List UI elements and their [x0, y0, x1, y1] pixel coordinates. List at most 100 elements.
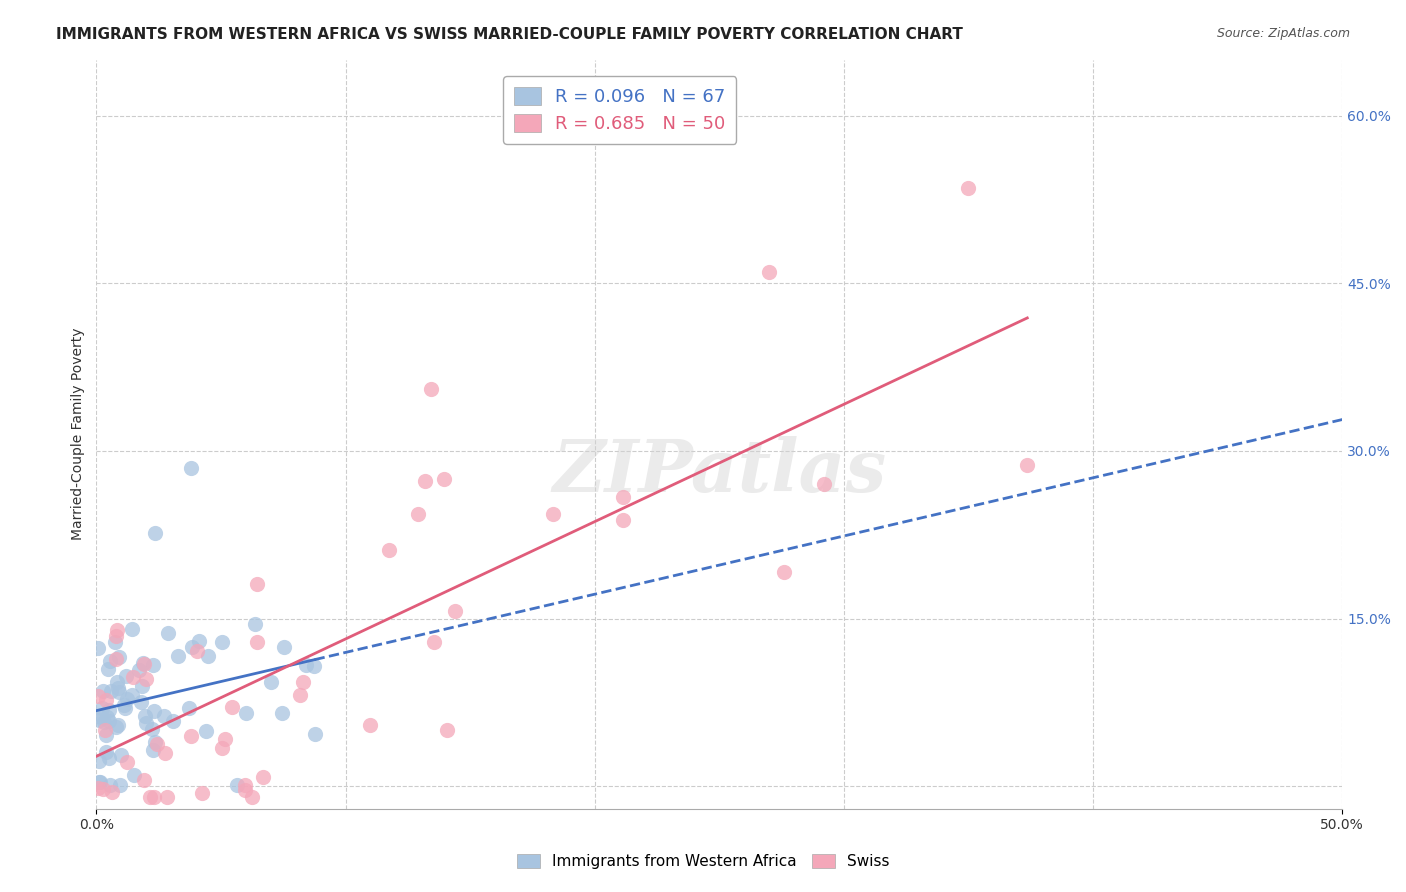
Legend: R = 0.096   N = 67, R = 0.685   N = 50: R = 0.096 N = 67, R = 0.685 N = 50 — [503, 76, 737, 144]
Point — [108, 685, 131, 699]
Point — [131, 679, 153, 693]
Point — [110, 747, 132, 762]
Point — [134, 709, 156, 723]
Point — [86, 689, 108, 703]
Text: ZIPatlas: ZIPatlas — [553, 436, 886, 507]
Point — [273, 640, 295, 655]
Point — [260, 675, 283, 690]
Point — [86, 781, 108, 796]
Point — [98, 714, 121, 728]
Point — [131, 696, 153, 710]
Point — [415, 474, 437, 488]
Point — [143, 790, 166, 805]
Point — [135, 715, 157, 730]
Point — [121, 689, 143, 703]
Point — [142, 742, 165, 756]
Legend: Immigrants from Western Africa, Swiss: Immigrants from Western Africa, Swiss — [510, 848, 896, 875]
Point — [612, 490, 634, 504]
Point — [304, 727, 326, 741]
Point — [423, 635, 446, 649]
Point — [758, 265, 780, 279]
Point — [101, 785, 124, 799]
Point — [180, 729, 202, 743]
Point — [773, 565, 796, 579]
Point — [112, 698, 135, 712]
Point — [105, 629, 128, 643]
Point — [214, 732, 236, 747]
Point — [179, 700, 201, 714]
Point — [128, 663, 150, 677]
Point — [89, 775, 111, 789]
Point — [243, 616, 266, 631]
Point — [135, 672, 157, 686]
Point — [107, 681, 129, 696]
Y-axis label: Married-Couple Family Poverty: Married-Couple Family Poverty — [72, 328, 86, 541]
Point — [96, 709, 118, 723]
Point — [225, 778, 247, 792]
Point — [114, 701, 136, 715]
Point — [188, 633, 211, 648]
Point — [142, 657, 165, 672]
Point — [89, 754, 111, 768]
Point — [270, 706, 292, 721]
Point — [141, 723, 163, 737]
Point — [181, 640, 204, 654]
Point — [295, 657, 318, 672]
Point — [108, 778, 131, 792]
Point — [288, 688, 311, 702]
Point — [86, 640, 108, 655]
Point — [91, 700, 114, 714]
Point — [124, 768, 146, 782]
Point — [143, 735, 166, 749]
Point — [186, 644, 208, 658]
Point — [105, 674, 128, 689]
Point — [93, 714, 115, 729]
Point — [302, 659, 325, 673]
Point — [97, 662, 120, 676]
Point — [180, 460, 202, 475]
Point — [813, 476, 835, 491]
Point — [378, 543, 401, 558]
Point — [155, 746, 177, 760]
Point — [156, 790, 179, 805]
Text: Source: ZipAtlas.com: Source: ZipAtlas.com — [1216, 27, 1350, 40]
Point — [235, 706, 257, 721]
Point — [132, 657, 155, 671]
Point — [97, 751, 120, 765]
Point — [114, 668, 136, 682]
Point — [104, 635, 127, 649]
Point — [107, 718, 129, 732]
Point — [157, 625, 180, 640]
Point — [211, 634, 233, 648]
Point — [245, 577, 267, 591]
Point — [105, 720, 128, 734]
Point — [87, 713, 110, 727]
Point — [191, 786, 214, 800]
Point — [957, 181, 980, 195]
Point — [94, 692, 117, 706]
Point — [100, 684, 122, 698]
Point — [162, 714, 184, 729]
Point — [433, 472, 456, 486]
Point — [91, 684, 114, 698]
Point — [143, 526, 166, 541]
Point — [139, 790, 162, 805]
Point — [94, 746, 117, 760]
Point — [98, 654, 121, 668]
Point — [233, 778, 256, 792]
Point — [146, 737, 169, 751]
Point — [90, 710, 112, 724]
Point — [122, 670, 145, 684]
Point — [115, 692, 138, 706]
Point — [131, 657, 153, 671]
Point — [104, 651, 127, 665]
Point — [612, 513, 634, 527]
Point — [153, 709, 176, 723]
Point — [142, 704, 165, 718]
Point — [98, 703, 121, 717]
Point — [132, 773, 155, 788]
Point — [233, 783, 256, 797]
Point — [117, 755, 139, 769]
Point — [91, 781, 114, 796]
Point — [108, 649, 131, 664]
